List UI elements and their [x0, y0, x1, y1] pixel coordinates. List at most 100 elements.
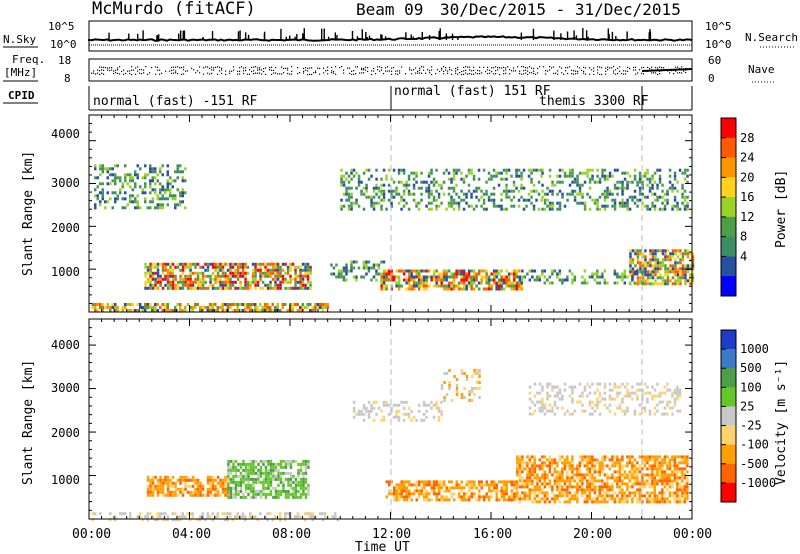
echo-cell — [131, 179, 134, 183]
echo-cell — [462, 284, 466, 288]
echo-cell — [294, 271, 297, 275]
freq-dot — [145, 66, 147, 68]
freq-dot — [217, 66, 219, 68]
echo-cell — [651, 491, 654, 495]
freq-dot — [471, 70, 473, 72]
freq-dot — [171, 72, 173, 74]
echo-cell — [638, 281, 642, 285]
echo-cell — [289, 286, 292, 290]
echo-cell — [412, 275, 416, 279]
echo-cell — [252, 468, 255, 472]
echo-cell — [621, 192, 624, 196]
freq-dot — [381, 67, 383, 69]
echo-cell — [146, 518, 149, 522]
echo-cell — [277, 477, 280, 481]
echo-cell — [586, 488, 589, 492]
echo-cell — [653, 458, 657, 462]
echo-cell — [219, 268, 222, 272]
echo-cell — [418, 480, 421, 484]
freq-dot — [315, 72, 317, 74]
echo-cell — [548, 201, 552, 205]
echo-cell — [161, 262, 165, 266]
echo-cell — [465, 375, 469, 378]
echo-cell — [561, 195, 564, 199]
echo-cell — [423, 480, 426, 484]
echo-cell — [671, 412, 674, 416]
echo-cell — [683, 171, 687, 175]
echo-cell — [621, 204, 624, 208]
echo-cell — [521, 275, 524, 279]
echo-cell — [598, 207, 602, 211]
freq-dot — [165, 70, 167, 72]
echo-cell — [646, 458, 649, 462]
echo-cell — [169, 286, 172, 290]
echo-cell — [628, 458, 632, 462]
echo-cell — [116, 197, 119, 201]
echo-cell — [513, 275, 516, 279]
echo-cell — [551, 183, 554, 187]
echo-cell — [638, 482, 642, 486]
echo-cell — [653, 461, 657, 465]
echo-cell — [309, 303, 312, 306]
echo-cell — [576, 180, 579, 184]
echo-cell — [306, 303, 309, 306]
echo-cell — [144, 262, 147, 266]
echo-cell — [194, 277, 197, 281]
freq-dot — [303, 70, 305, 72]
echo-cell — [661, 282, 665, 286]
echo-cell — [490, 278, 493, 282]
echo-cell — [460, 489, 463, 493]
echo-cell — [301, 277, 305, 281]
echo-cell — [515, 480, 518, 484]
echo-cell — [521, 470, 524, 474]
echo-cell — [262, 477, 265, 481]
echo-cell — [199, 306, 202, 309]
echo-cell — [301, 280, 305, 284]
echo-cell — [651, 458, 654, 462]
echo-cell — [201, 265, 205, 269]
echo-cell — [440, 201, 443, 205]
echo-cell — [390, 195, 393, 199]
echo-cell — [139, 167, 142, 171]
echo-cell — [189, 274, 192, 278]
echo-cell — [144, 306, 147, 309]
echo-cell — [367, 266, 371, 270]
echo-cell — [264, 268, 267, 272]
colorbar-tick-label: 24 — [740, 151, 754, 165]
freq-dot — [469, 66, 471, 68]
echo-cell — [591, 500, 594, 504]
freq-dot — [499, 74, 501, 76]
freq-dot — [657, 73, 659, 76]
echo-cell — [588, 485, 592, 489]
echo-cell — [683, 494, 687, 498]
echo-cell — [201, 280, 205, 284]
echo-cell — [674, 252, 677, 256]
echo-cell — [279, 489, 283, 493]
freq-dot — [519, 72, 521, 75]
echo-cell — [553, 269, 557, 273]
echo-cell — [221, 309, 224, 312]
echo-cell — [211, 277, 215, 281]
echo-cell — [234, 474, 238, 478]
echo-cell — [109, 197, 112, 201]
echo-cell — [199, 484, 202, 488]
echo-cell — [593, 476, 597, 480]
echo-cell — [382, 400, 386, 404]
echo-cell — [347, 269, 351, 273]
echo-cell — [452, 287, 456, 291]
echo-cell — [626, 391, 629, 395]
echo-cell — [239, 477, 243, 481]
freq-dot — [131, 66, 133, 68]
echo-cell — [530, 177, 533, 181]
echo-cell — [211, 512, 214, 516]
echo-cell — [689, 282, 692, 286]
echo-cell — [641, 281, 644, 285]
echo-cell — [302, 471, 305, 475]
echo-cell — [206, 515, 209, 519]
echo-cell — [646, 276, 650, 280]
echo-cell — [201, 487, 205, 491]
echo-cell — [548, 168, 552, 172]
echo-cell — [412, 171, 416, 175]
echo-cell — [518, 275, 522, 279]
echo-cell — [543, 482, 547, 486]
